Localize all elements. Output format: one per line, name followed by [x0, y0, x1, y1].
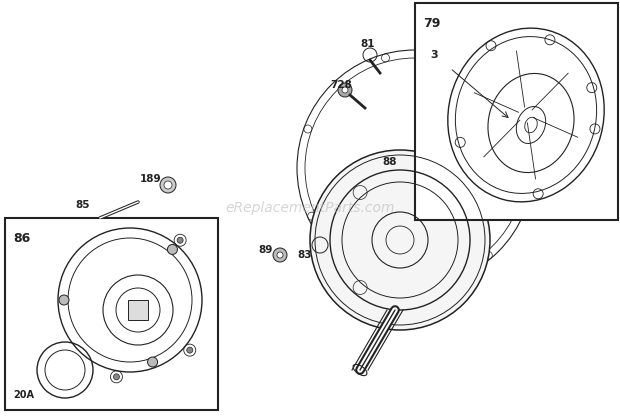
Circle shape	[113, 374, 120, 380]
Circle shape	[338, 83, 352, 97]
Text: 88: 88	[382, 157, 397, 167]
Bar	[415, 3, 618, 220]
Text: 79: 79	[423, 17, 440, 30]
Circle shape	[167, 245, 177, 255]
Bar	[5, 218, 218, 410]
Text: 3: 3	[430, 50, 438, 60]
Text: 20A: 20A	[13, 390, 34, 400]
Circle shape	[164, 181, 172, 189]
Circle shape	[273, 248, 287, 262]
Circle shape	[342, 87, 348, 93]
Text: 81: 81	[360, 39, 374, 49]
Text: eReplacementParts.com: eReplacementParts.com	[225, 201, 395, 215]
Circle shape	[277, 252, 283, 258]
Circle shape	[148, 357, 157, 367]
Text: 728: 728	[330, 80, 352, 90]
Text: 189: 189	[140, 174, 162, 184]
Text: 86: 86	[13, 232, 30, 245]
Circle shape	[177, 237, 183, 243]
Text: 85: 85	[75, 200, 89, 210]
Circle shape	[160, 177, 176, 193]
Text: 83: 83	[297, 250, 311, 260]
Circle shape	[187, 347, 193, 353]
Circle shape	[59, 295, 69, 305]
Text: 89: 89	[258, 245, 272, 255]
Circle shape	[310, 150, 490, 330]
Bar	[128, 300, 148, 320]
